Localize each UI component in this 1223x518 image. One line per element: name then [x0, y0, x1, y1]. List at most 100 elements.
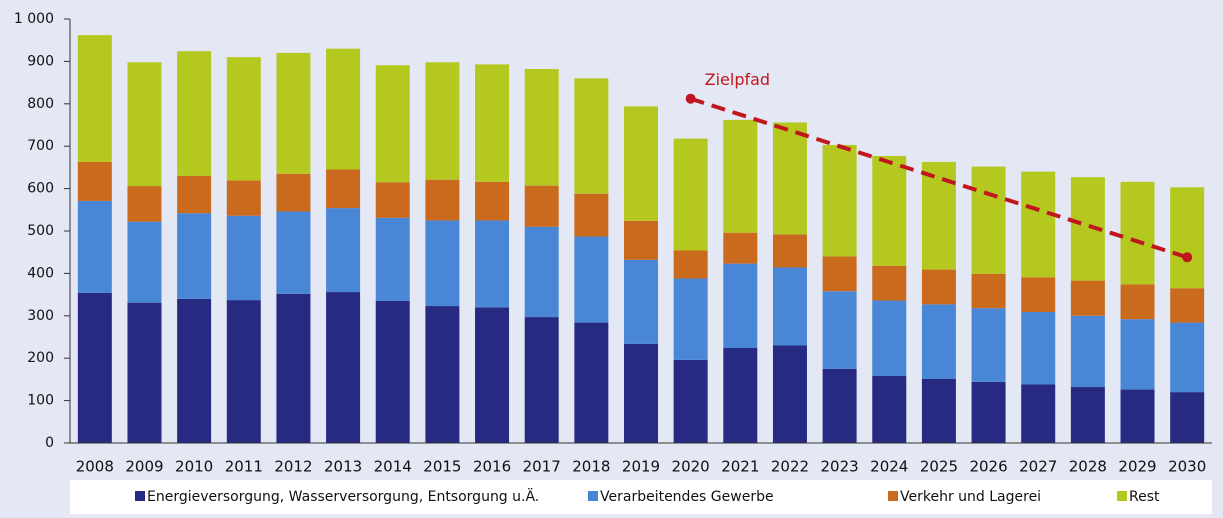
bar-segment: [772, 345, 807, 443]
bar-segment: [475, 64, 510, 182]
bar-segment: [624, 220, 658, 260]
x-tick-label: 2026: [969, 458, 1007, 476]
bar-segment: [772, 267, 807, 346]
legend-box: [70, 480, 1212, 514]
bar-segment: [276, 211, 311, 294]
target-marker: [685, 93, 696, 104]
x-tick-label: 2008: [76, 458, 114, 476]
bar-segment: [822, 368, 857, 443]
y-tick-label: 1 000: [14, 11, 54, 27]
x-tick-label: 2022: [771, 458, 809, 476]
bar-segment: [624, 343, 658, 443]
legend-label: Rest: [1129, 489, 1160, 505]
bar-segment: [1120, 284, 1155, 320]
y-tick-label: 0: [45, 435, 54, 451]
bar-segment: [326, 169, 361, 209]
bar-segment: [375, 182, 410, 218]
x-tick-label: 2027: [1019, 458, 1057, 476]
bar-segment: [772, 122, 807, 235]
bar-segment: [77, 35, 112, 162]
bar-segment: [624, 106, 658, 221]
bar-segment: [574, 236, 609, 323]
y-tick-label: 800: [27, 96, 54, 112]
bar-segment: [475, 181, 510, 221]
bar-segment: [127, 302, 162, 443]
y-tick-label: 900: [27, 53, 54, 69]
bar-segment: [77, 292, 112, 443]
bar-segment: [1070, 280, 1105, 316]
bar-segment: [326, 208, 361, 293]
x-tick-label: 2014: [374, 458, 412, 476]
x-tick-label: 2030: [1168, 458, 1206, 476]
x-tick-label: 2028: [1069, 458, 1107, 476]
bar-segment: [524, 226, 559, 318]
bar-segment: [1070, 387, 1105, 443]
bar-segment: [673, 138, 708, 251]
bar-segment: [574, 78, 609, 194]
target-marker: [1182, 252, 1193, 263]
bar-segment: [1170, 288, 1205, 323]
bar-segment: [524, 317, 559, 443]
bar-segment: [77, 161, 112, 201]
x-tick-label: 2021: [721, 458, 759, 476]
x-tick-label: 2011: [225, 458, 263, 476]
y-tick-label: 100: [27, 393, 54, 409]
bar-segment: [822, 256, 857, 292]
legend-swatch: [135, 491, 145, 501]
bar-segment: [872, 155, 907, 266]
target-label: Zielpfad: [705, 70, 770, 89]
bar-segment: [1170, 392, 1205, 443]
bar-segment: [226, 215, 261, 301]
legend-label: Energieversorgung, Wasserversorgung, Ent…: [147, 487, 539, 505]
bar-segment: [1070, 315, 1105, 388]
x-tick-label: 2016: [473, 458, 511, 476]
bar-segment: [1021, 311, 1056, 385]
bar-segment: [673, 359, 708, 443]
bar-segment: [276, 173, 311, 212]
bar-segment: [425, 179, 460, 221]
x-tick-label: 2017: [523, 458, 561, 476]
bar-segment: [921, 161, 956, 270]
x-tick-label: 2009: [125, 458, 163, 476]
bar-segment: [177, 175, 212, 214]
legend-label: Verkehr und Lagerei: [900, 489, 1041, 505]
bar-segment: [326, 48, 361, 170]
bar-segment: [177, 298, 212, 443]
bar-segment: [1170, 322, 1205, 393]
bar-segment: [1021, 277, 1056, 312]
bar-segment: [971, 166, 1006, 274]
bar-segment: [475, 220, 510, 308]
legend-swatch: [888, 491, 898, 501]
bar-segment: [723, 263, 758, 349]
bar-segment: [127, 62, 162, 187]
bar-segment: [673, 278, 708, 360]
y-tick-label: 500: [27, 223, 54, 239]
bar-segment: [1021, 384, 1056, 443]
bar-segment: [971, 273, 1006, 309]
bar-segment: [1120, 319, 1155, 390]
bar-segment: [723, 232, 758, 264]
bar-segment: [723, 348, 758, 443]
bar-segment: [1170, 187, 1205, 289]
bar-segment: [127, 221, 162, 303]
bar-segment: [524, 69, 559, 186]
bar-segment: [921, 269, 956, 305]
y-tick-label: 600: [27, 181, 54, 197]
bar-segment: [971, 381, 1006, 443]
bar-segment: [772, 234, 807, 268]
x-tick-label: 2018: [572, 458, 610, 476]
x-tick-label: 2010: [175, 458, 213, 476]
bar-segment: [425, 306, 460, 443]
bar-segment: [822, 291, 857, 369]
bar-segment: [574, 193, 609, 237]
x-tick-label: 2029: [1118, 458, 1156, 476]
bar-segment: [375, 65, 410, 183]
bar-segment: [326, 292, 361, 443]
bar-segment: [872, 265, 907, 301]
bar-segment: [226, 57, 261, 181]
bar-segment: [375, 217, 410, 301]
legend-label: Verarbeitendes Gewerbe: [600, 489, 774, 505]
bar-segment: [971, 308, 1006, 382]
